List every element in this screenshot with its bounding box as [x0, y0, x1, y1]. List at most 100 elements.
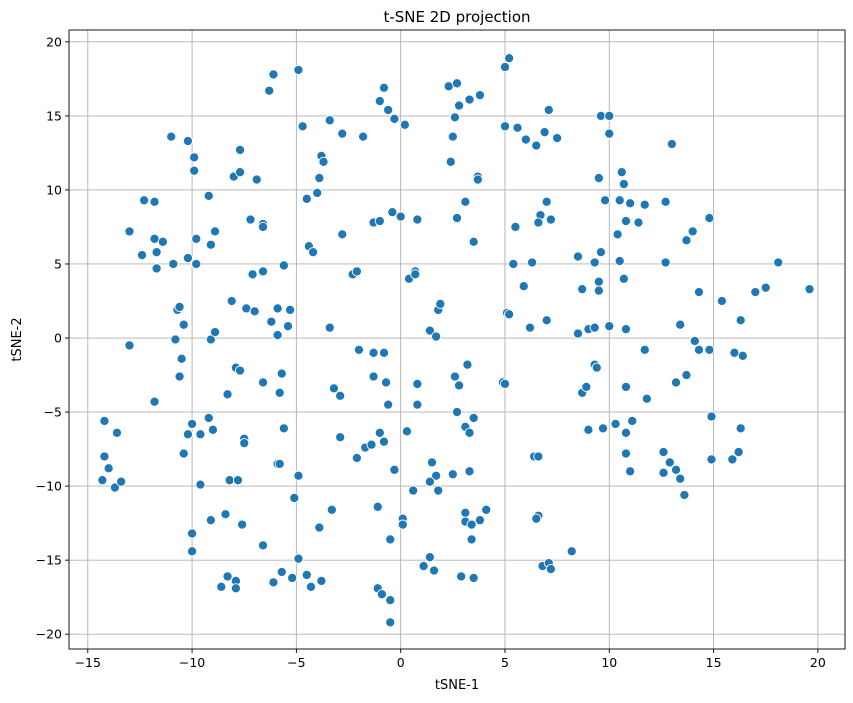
- scatter-point: [612, 229, 623, 240]
- scatter-point: [499, 378, 511, 389]
- scatter-point: [272, 330, 283, 341]
- scatter-point: [510, 221, 521, 233]
- scatter-point: [681, 369, 692, 381]
- scatter-point: [205, 515, 216, 526]
- scatter-point: [151, 263, 162, 274]
- scatter-point: [207, 424, 218, 435]
- scatter-point: [693, 287, 705, 298]
- scatter-point: [687, 226, 698, 237]
- x-tick-label: −15: [75, 655, 101, 670]
- scatter-point: [447, 131, 458, 142]
- scatter-point: [589, 257, 600, 268]
- scatter-point: [545, 563, 556, 575]
- scatter-point: [136, 250, 148, 261]
- scatter-point: [618, 273, 629, 284]
- scatter-point: [675, 473, 686, 484]
- scatter-point: [431, 331, 442, 342]
- scatter-point: [293, 553, 304, 564]
- scatter-point: [235, 167, 246, 178]
- scatter-point: [460, 507, 471, 518]
- scatter-point: [203, 190, 214, 201]
- scatter-point: [666, 138, 677, 150]
- scatter-point: [737, 350, 748, 361]
- scatter-point: [149, 396, 160, 407]
- scatter-point: [109, 482, 120, 493]
- scatter-point: [595, 247, 606, 258]
- scatter-point: [531, 140, 542, 151]
- scatter-point: [675, 319, 686, 330]
- scatter-point: [318, 156, 329, 167]
- scatter-point: [285, 304, 296, 315]
- x-tick-label: 15: [706, 655, 722, 670]
- scatter-point: [305, 581, 317, 592]
- x-tick-label: −10: [179, 655, 205, 670]
- scatter-point: [337, 229, 348, 240]
- x-axis-ticks: −15 −10 −5 0 5 10 15 20: [75, 649, 826, 670]
- scatter-point: [639, 344, 650, 355]
- scatter-point: [182, 253, 193, 264]
- scatter-point: [595, 110, 606, 121]
- scatter-point: [203, 412, 214, 424]
- scatter-point: [274, 458, 285, 469]
- scatter-point: [389, 113, 400, 124]
- scatter-point: [531, 513, 542, 524]
- y-tick-label: 15: [46, 108, 62, 123]
- scatter-point: [149, 196, 160, 207]
- scatter-point: [385, 534, 396, 545]
- scatter-point: [195, 479, 206, 490]
- scatter-point: [274, 387, 285, 398]
- scatter-point: [468, 236, 479, 247]
- scatter-point: [581, 381, 592, 392]
- scatter-point: [451, 407, 463, 418]
- scatter-point: [706, 411, 717, 422]
- scatter-point: [462, 359, 473, 370]
- scatter-point: [447, 469, 458, 480]
- scatter-point: [449, 112, 460, 123]
- scatter-point: [716, 295, 727, 307]
- scatter-point: [604, 128, 615, 139]
- scatter-point: [412, 378, 423, 389]
- scatter-point: [424, 476, 435, 487]
- scatter-point: [545, 214, 556, 225]
- scatter-point: [704, 213, 715, 224]
- scatter-point: [99, 451, 110, 462]
- scatter-point: [773, 257, 784, 268]
- scatter-point: [591, 362, 602, 373]
- scatter-point: [614, 255, 625, 267]
- scatter-point: [257, 221, 269, 233]
- scatter-point: [182, 429, 193, 440]
- scatter-point: [372, 501, 383, 512]
- scatter-point: [268, 577, 279, 588]
- scatter-point: [301, 569, 312, 581]
- scatter-point: [387, 207, 398, 218]
- scatter-point: [639, 199, 650, 210]
- scatter-point: [435, 298, 446, 310]
- scatter-point: [195, 429, 206, 440]
- scatter-point: [451, 213, 463, 224]
- scatter-point: [706, 454, 717, 465]
- scatter-point: [378, 347, 390, 358]
- scatter-point: [351, 266, 362, 277]
- scatter-point: [157, 236, 168, 247]
- scatter-point: [353, 344, 365, 355]
- scatter-point: [297, 121, 308, 132]
- scatter-point: [182, 136, 193, 147]
- scatter-point: [235, 144, 246, 155]
- scatter-point: [610, 418, 621, 429]
- scatter-point: [614, 195, 625, 206]
- scatter-point: [681, 235, 692, 246]
- scatter-point: [178, 319, 189, 330]
- scatter-point: [257, 377, 269, 388]
- scatter-point: [314, 522, 325, 533]
- scatter-point: [456, 571, 467, 582]
- scatter-point: [351, 452, 362, 464]
- scatter-point: [293, 64, 304, 76]
- scatter-point: [625, 198, 636, 209]
- scatter-point: [670, 464, 682, 475]
- scatter-point: [572, 328, 584, 339]
- scatter-point: [566, 546, 577, 557]
- scatter-point: [374, 427, 385, 438]
- scatter-point: [664, 457, 675, 468]
- scatter-point: [278, 423, 289, 434]
- scatter-point: [124, 340, 135, 351]
